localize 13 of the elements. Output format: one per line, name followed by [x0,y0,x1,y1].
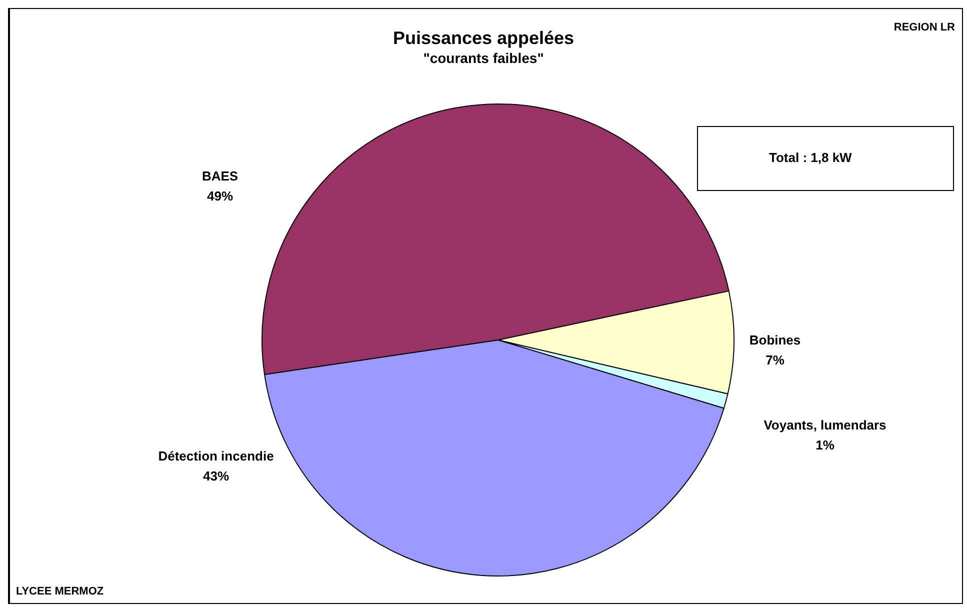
chart-title: Puissances appelées [392,28,574,48]
slice-label: Voyants, lumendars [764,418,886,432]
chart-subtitle: "courants faibles" [423,50,544,66]
slice-label: Détection incendie [158,448,274,464]
slice-label: BAES [202,168,238,184]
data-label: 43% [202,468,230,484]
data-label: 7% [766,352,785,368]
text: Total : 1,8 kW [769,150,853,165]
data-label: 1% [816,438,835,452]
text: REGION LR [894,22,956,34]
slice-label: Bobines [749,332,801,348]
data-label: 49% [206,188,234,204]
text: LYCEE MERMOZ [16,586,104,598]
